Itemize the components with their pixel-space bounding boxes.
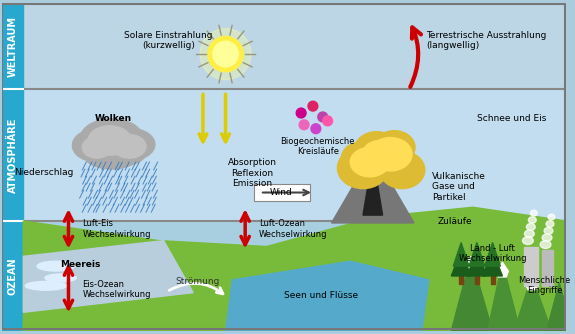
Ellipse shape	[528, 217, 536, 223]
Ellipse shape	[374, 131, 415, 164]
Polygon shape	[363, 156, 382, 215]
Text: Strömung: Strömung	[176, 277, 220, 286]
Text: OZEAN: OZEAN	[7, 257, 17, 295]
Ellipse shape	[540, 240, 551, 248]
Polygon shape	[488, 262, 520, 331]
Ellipse shape	[542, 234, 552, 241]
Text: Terrestrische Ausstrahlung
(langwellig): Terrestrische Ausstrahlung (langwellig)	[426, 30, 546, 50]
Bar	[2, 3, 566, 90]
Text: Vulkanische
Gase und
Partikel: Vulkanische Gase und Partikel	[432, 172, 485, 202]
Text: Luft-Eis
Wechselwirkung: Luft-Eis Wechselwirkung	[82, 219, 151, 238]
Ellipse shape	[84, 142, 139, 169]
Polygon shape	[467, 250, 486, 276]
FancyBboxPatch shape	[254, 184, 310, 201]
Bar	[2, 221, 566, 331]
Circle shape	[299, 120, 309, 130]
Polygon shape	[483, 250, 503, 276]
Ellipse shape	[524, 230, 534, 237]
Circle shape	[323, 116, 332, 126]
Circle shape	[208, 36, 243, 72]
Circle shape	[213, 41, 238, 67]
Bar	[459, 270, 463, 284]
Ellipse shape	[25, 281, 67, 290]
Text: Eis-Ozean
Wechselwirkung: Eis-Ozean Wechselwirkung	[82, 280, 151, 299]
Ellipse shape	[104, 136, 147, 165]
Ellipse shape	[37, 261, 74, 271]
Text: Zuläufe: Zuläufe	[438, 217, 473, 226]
Text: Niederschlag: Niederschlag	[14, 168, 74, 177]
Circle shape	[308, 101, 318, 111]
Text: Land - Luft
Wechselwirkung: Land - Luft Wechselwirkung	[458, 243, 527, 263]
Ellipse shape	[338, 147, 389, 189]
Polygon shape	[451, 250, 471, 276]
Circle shape	[318, 112, 328, 122]
Ellipse shape	[84, 139, 124, 166]
Ellipse shape	[362, 141, 397, 170]
Polygon shape	[465, 256, 477, 272]
Ellipse shape	[45, 274, 76, 282]
Ellipse shape	[523, 237, 533, 244]
Ellipse shape	[81, 119, 143, 158]
Ellipse shape	[548, 214, 555, 220]
Text: Schnee und Eis: Schnee und Eis	[477, 114, 547, 123]
Bar	[2, 3, 24, 331]
Circle shape	[296, 108, 306, 118]
Polygon shape	[469, 242, 485, 266]
Text: WELTRAUM: WELTRAUM	[7, 16, 17, 77]
Polygon shape	[225, 261, 429, 331]
Text: Meereis: Meereis	[60, 260, 101, 269]
Polygon shape	[496, 262, 508, 277]
Ellipse shape	[342, 143, 379, 174]
Polygon shape	[547, 283, 566, 331]
Polygon shape	[453, 242, 469, 266]
Ellipse shape	[354, 132, 399, 169]
Bar	[475, 270, 479, 284]
Polygon shape	[451, 256, 493, 331]
Bar	[542, 250, 553, 286]
Text: Wind: Wind	[270, 188, 293, 197]
Polygon shape	[514, 276, 551, 331]
Ellipse shape	[72, 130, 116, 161]
Ellipse shape	[88, 126, 131, 155]
Ellipse shape	[527, 223, 535, 230]
Text: Menschliche
Eingriffe: Menschliche Eingriffe	[519, 276, 571, 295]
Text: Solare Einstrahlung
(kurzwellig): Solare Einstrahlung (kurzwellig)	[124, 30, 213, 50]
Circle shape	[200, 29, 251, 79]
Text: Biogeochemische
Kreisläufe: Biogeochemische Kreisläufe	[281, 137, 355, 156]
Ellipse shape	[530, 210, 537, 216]
Text: Seen und Flüsse: Seen und Flüsse	[283, 291, 358, 300]
Polygon shape	[24, 207, 566, 331]
Polygon shape	[24, 240, 193, 312]
Polygon shape	[526, 276, 538, 290]
Bar	[490, 270, 494, 284]
Text: Absorption
Reflexion
Emission: Absorption Reflexion Emission	[228, 158, 277, 188]
Circle shape	[311, 124, 321, 134]
Text: Luft-Ozean
Wechselwirkung: Luft-Ozean Wechselwirkung	[259, 219, 327, 238]
Text: Wolken: Wolken	[95, 114, 132, 123]
Ellipse shape	[544, 227, 553, 234]
Ellipse shape	[369, 138, 412, 171]
Ellipse shape	[350, 147, 389, 177]
Bar	[2, 90, 566, 221]
Polygon shape	[485, 242, 500, 266]
Ellipse shape	[546, 221, 554, 227]
Ellipse shape	[82, 137, 112, 158]
Text: ATMOSPHÄRE: ATMOSPHÄRE	[7, 118, 18, 193]
Polygon shape	[332, 152, 414, 223]
Ellipse shape	[108, 129, 155, 160]
Ellipse shape	[380, 151, 425, 189]
Bar	[524, 246, 538, 286]
Ellipse shape	[113, 135, 146, 158]
Ellipse shape	[355, 135, 414, 180]
